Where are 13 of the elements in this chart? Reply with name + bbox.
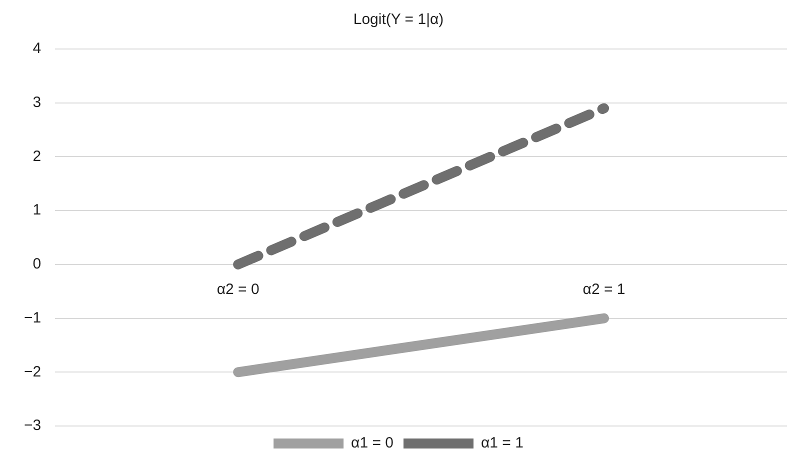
legend-label: α1 = 0 [351, 434, 394, 452]
y-tick-label: 3 [32, 94, 42, 111]
y-tick-label: −3 [24, 417, 42, 434]
y-tick-label: 2 [32, 148, 42, 165]
y-tick-label: 0 [32, 256, 42, 273]
legend-label: α1 = 1 [481, 434, 524, 452]
y-tick-label: 1 [32, 202, 42, 219]
y-tick-label: 4 [32, 40, 42, 58]
y-tick-label: −1 [24, 309, 42, 326]
y-tick-label: −2 [24, 363, 42, 380]
x-tick-label: α2 = 1 [582, 281, 626, 298]
chart-title: Logit(Y = 1|α) [353, 11, 444, 28]
x-tick-label: α2 = 0 [216, 281, 260, 298]
